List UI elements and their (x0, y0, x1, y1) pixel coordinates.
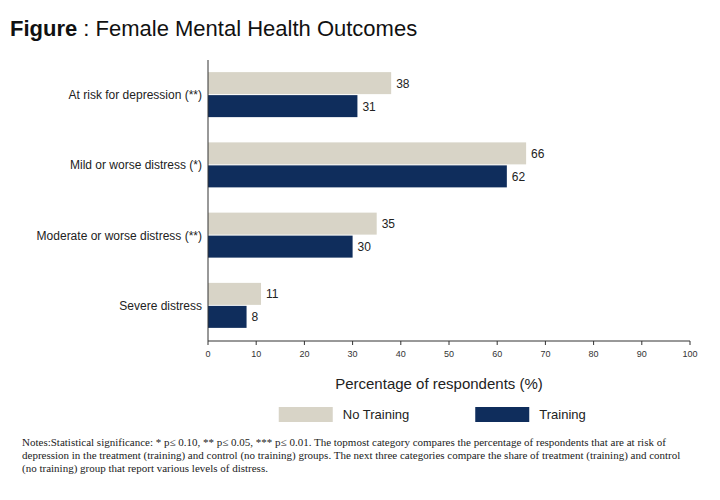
bar (208, 95, 357, 117)
x-tick (690, 341, 691, 345)
legend-swatch (475, 407, 529, 422)
notes: Notes:Statistical significance: * p≤ 0.1… (22, 436, 692, 475)
x-tick (545, 341, 546, 345)
title: Figure : Female Mental Health Outcomes (10, 16, 417, 41)
x-tick-label: 20 (299, 349, 309, 359)
category-label: Mild or worse distress (*) (70, 158, 202, 172)
data-label: 66 (531, 147, 545, 161)
data-label: 31 (362, 100, 376, 114)
x-tick-label: 0 (205, 349, 210, 359)
x-tick-label: 100 (682, 349, 697, 359)
x-axis-label: Percentage of respondents (%) (335, 375, 543, 392)
bar (208, 213, 377, 235)
title-part: Figure (10, 16, 83, 41)
x-tick (352, 341, 353, 345)
x-tick (256, 341, 257, 345)
category-label: Severe distress (119, 299, 202, 313)
bar (208, 165, 507, 187)
x-tick (449, 341, 450, 345)
x-tick-label: 60 (492, 349, 502, 359)
x-tick-label: 10 (251, 349, 261, 359)
title-part: : Female Mental Health Outcomes (83, 16, 417, 41)
x-tick (400, 341, 401, 345)
labels: At risk for depression (**) 38 31 Mild or w… (37, 77, 545, 325)
x-tick (208, 341, 209, 345)
x-tick (304, 341, 305, 345)
x-tick (641, 341, 642, 345)
x-tick-label: 90 (637, 349, 647, 359)
x-tick (497, 341, 498, 345)
legend-label: Training (539, 407, 585, 422)
x-tick-label: 80 (589, 349, 599, 359)
legend-swatch (279, 407, 333, 422)
bar (208, 306, 247, 328)
legend: No Training Training (279, 407, 586, 422)
bar (208, 142, 526, 164)
bar (208, 236, 353, 258)
chart: Figure : Female Mental Health Outcomes At… (0, 0, 720, 436)
x-tick-label: 30 (348, 349, 358, 359)
x-tick-label: 50 (444, 349, 454, 359)
x-tick-label: 40 (396, 349, 406, 359)
data-label: 8 (252, 310, 259, 324)
bars (208, 72, 526, 328)
data-label: 62 (512, 170, 526, 184)
data-label: 30 (358, 240, 372, 254)
legend-label: No Training (343, 407, 409, 422)
bar (208, 72, 391, 94)
x-tick-label: 70 (540, 349, 550, 359)
bar (208, 283, 261, 305)
y-axis-line (208, 60, 209, 341)
data-label: 38 (396, 77, 410, 91)
data-label: 11 (266, 287, 279, 301)
x-tick (593, 341, 594, 345)
category-label: Moderate or worse distress (**) (37, 229, 202, 243)
data-label: 35 (382, 217, 396, 231)
category-label: At risk for depression (**) (69, 88, 202, 102)
